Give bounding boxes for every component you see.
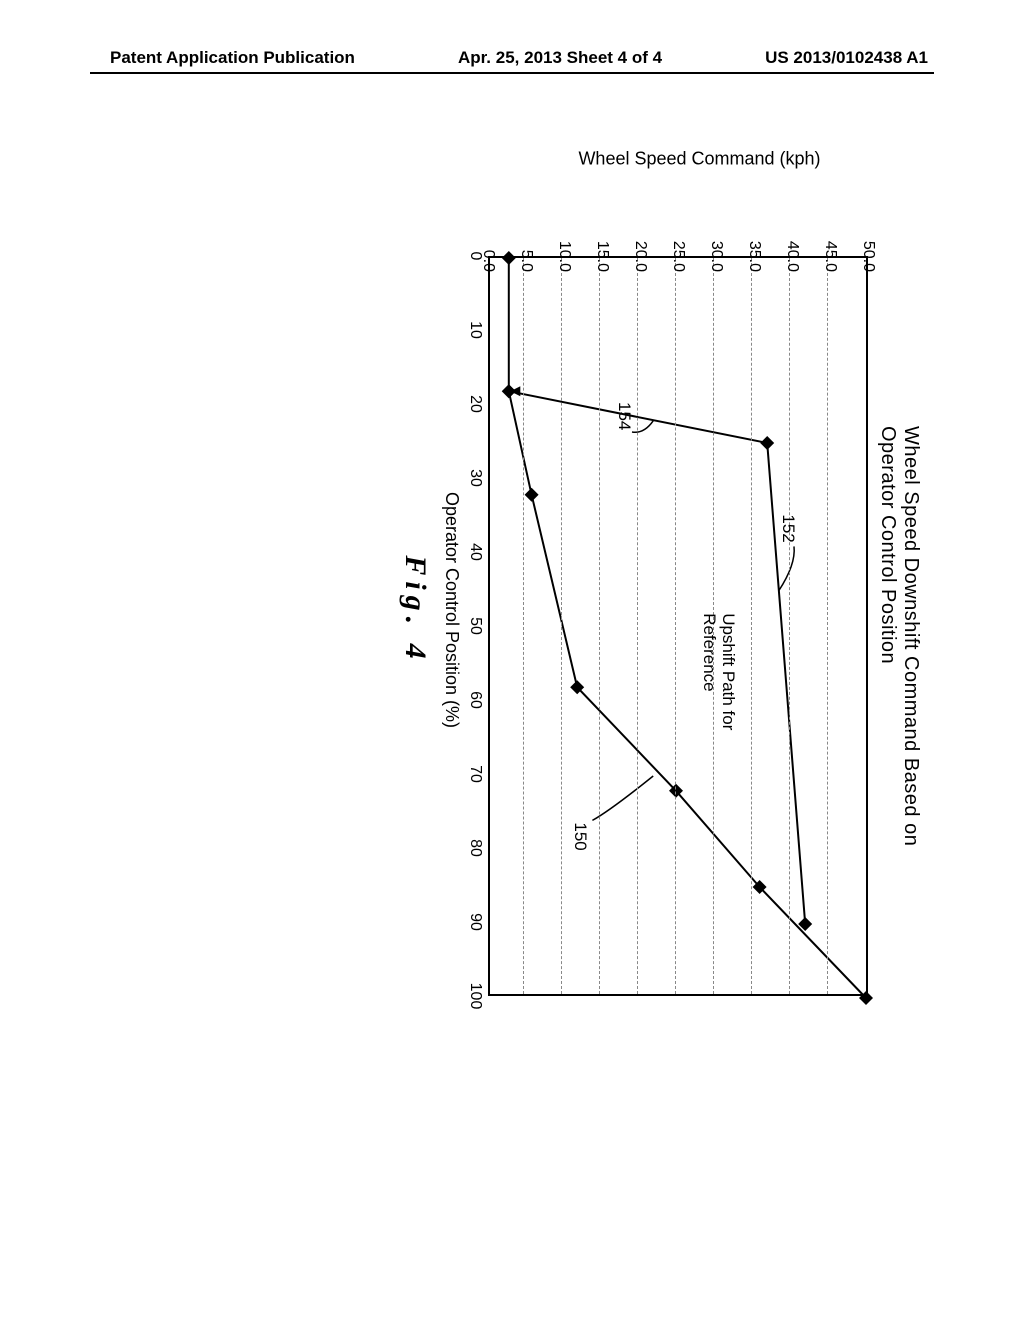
gridline bbox=[751, 258, 752, 994]
y-tick-label: 5.0 bbox=[517, 232, 535, 272]
x-tick-label: 80 bbox=[466, 828, 484, 868]
header-right: US 2013/0102438 A1 bbox=[765, 48, 928, 68]
x-tick-label: 40 bbox=[466, 532, 484, 572]
y-tick-label: 25.0 bbox=[669, 232, 687, 272]
chart-svg bbox=[486, 258, 866, 998]
y-tick-label: 30.0 bbox=[707, 232, 725, 272]
header-rule bbox=[90, 72, 934, 74]
gridline bbox=[523, 258, 524, 994]
plot-area: Upshift Path forReference 150 152 154 bbox=[488, 256, 868, 996]
gridline bbox=[599, 258, 600, 994]
x-tick-label: 70 bbox=[466, 754, 484, 794]
series-line bbox=[509, 391, 805, 924]
x-tick-label: 90 bbox=[466, 902, 484, 942]
x-axis-label: Operator Control Position (%) bbox=[441, 200, 462, 1020]
upshift-annotation: Upshift Path forReference bbox=[699, 613, 736, 730]
x-tick-label: 30 bbox=[466, 458, 484, 498]
series-line bbox=[509, 258, 866, 998]
x-tick-label: 60 bbox=[466, 680, 484, 720]
series-marker bbox=[525, 488, 539, 502]
y-axis-label: Wheel Speed Command (kph) bbox=[578, 149, 820, 170]
x-tick-label: 100 bbox=[466, 976, 484, 1016]
callout-152: 152 bbox=[778, 514, 798, 542]
gridline bbox=[637, 258, 638, 994]
gridline bbox=[789, 258, 790, 994]
figure-caption: Fig. 4 bbox=[398, 200, 432, 1020]
page-header: Patent Application Publication Apr. 25, … bbox=[0, 48, 1024, 68]
series-marker bbox=[502, 251, 516, 265]
gridline bbox=[675, 258, 676, 994]
y-tick-label: 50.0 bbox=[859, 232, 877, 272]
y-tick-label: 15.0 bbox=[593, 232, 611, 272]
header-left: Patent Application Publication bbox=[110, 48, 355, 68]
chart-container: Wheel Speed Downshift Command Based on O… bbox=[102, 340, 922, 880]
x-tick-label: 20 bbox=[466, 384, 484, 424]
y-tick-label: 20.0 bbox=[631, 232, 649, 272]
gridline bbox=[827, 258, 828, 994]
callout-154: 154 bbox=[614, 402, 634, 430]
plot-box: Upshift Path forReference150152154 Wheel… bbox=[448, 200, 868, 1020]
y-tick-label: 10.0 bbox=[555, 232, 573, 272]
gridline bbox=[561, 258, 562, 994]
series-marker bbox=[760, 436, 774, 450]
header-center: Apr. 25, 2013 Sheet 4 of 4 bbox=[458, 48, 662, 68]
y-tick-label: 45.0 bbox=[821, 232, 839, 272]
leader-line bbox=[779, 546, 795, 591]
leader-line bbox=[632, 421, 653, 432]
y-tick-label: 35.0 bbox=[745, 232, 763, 272]
x-tick-label: 10 bbox=[466, 310, 484, 350]
x-tick-label: 0 bbox=[466, 236, 484, 276]
chart-title: Wheel Speed Downshift Command Based on O… bbox=[876, 426, 922, 880]
callout-150: 150 bbox=[570, 822, 590, 850]
leader-line bbox=[592, 776, 653, 820]
x-tick-label: 50 bbox=[466, 606, 484, 646]
y-tick-label: 40.0 bbox=[783, 232, 801, 272]
